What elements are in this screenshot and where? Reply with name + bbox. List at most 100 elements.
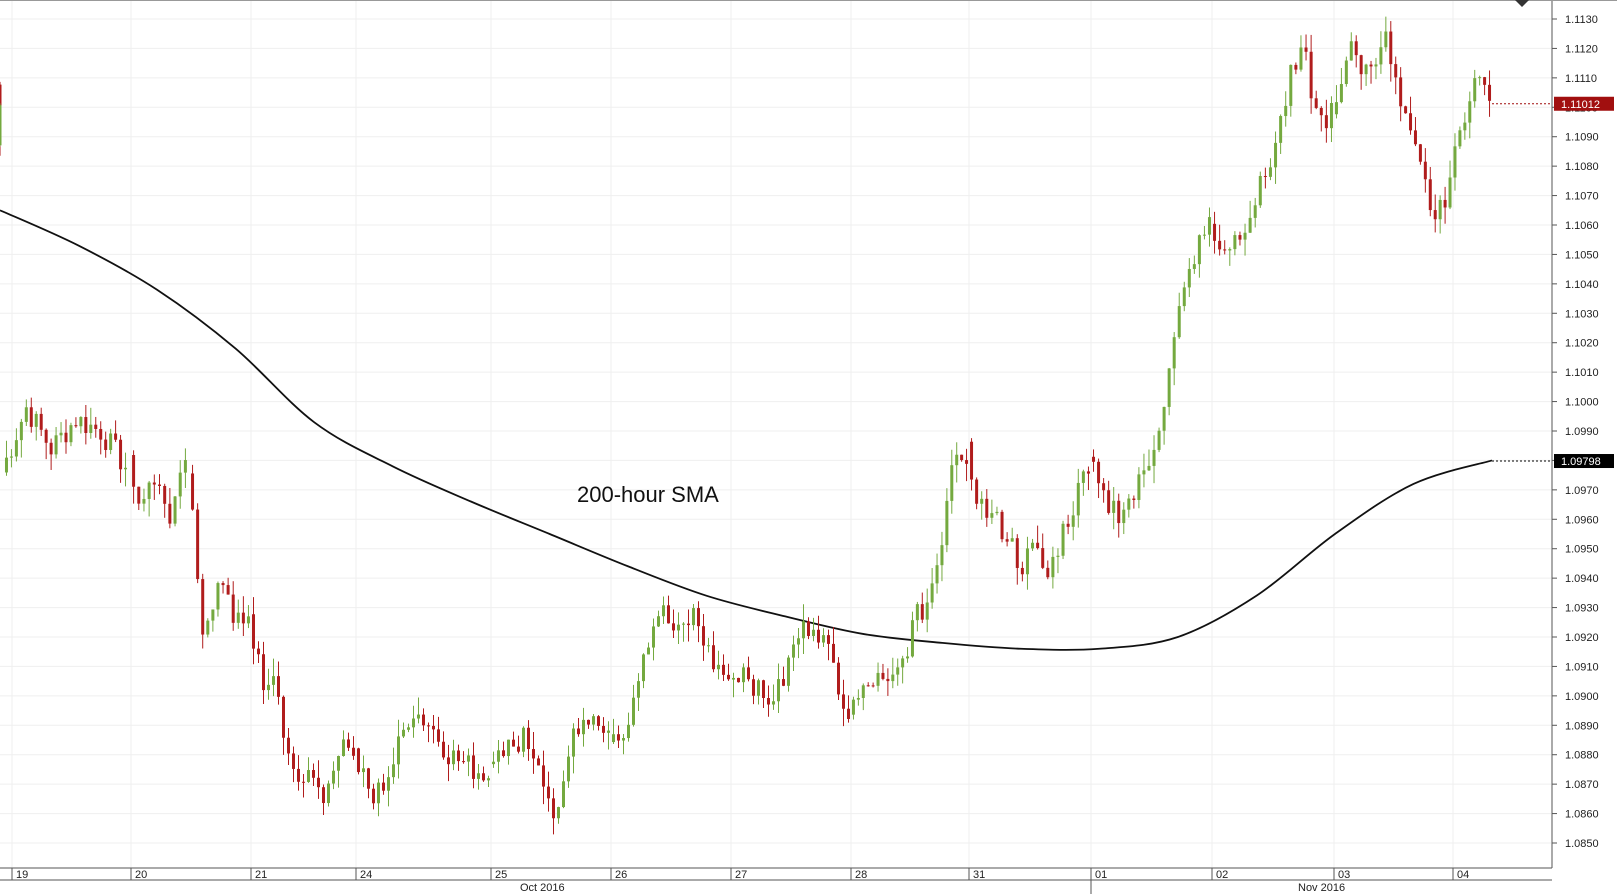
candle-body xyxy=(1453,146,1457,178)
x-tick-label: 27 xyxy=(735,869,747,881)
candle xyxy=(1354,35,1358,68)
candle xyxy=(221,581,225,594)
candle-body xyxy=(1092,456,1096,462)
candle-body xyxy=(592,716,595,725)
candle xyxy=(322,784,325,815)
candle-body xyxy=(317,777,320,788)
candle-body xyxy=(856,697,860,700)
candle xyxy=(985,489,989,527)
candle-body xyxy=(94,424,98,429)
candle-body xyxy=(842,694,845,709)
candle-body xyxy=(557,807,560,819)
candle xyxy=(657,610,660,627)
candle-body xyxy=(1248,217,1252,233)
candle xyxy=(792,635,795,671)
candle xyxy=(622,734,625,755)
candle xyxy=(407,723,410,733)
candle-body xyxy=(1192,264,1196,269)
candle xyxy=(512,731,515,747)
candle xyxy=(1197,234,1201,278)
candle xyxy=(707,637,710,653)
candle-body xyxy=(447,757,450,765)
candle xyxy=(517,735,520,754)
candle xyxy=(1223,240,1227,255)
candle xyxy=(712,631,715,673)
candle xyxy=(1248,200,1252,233)
candle-body xyxy=(886,678,890,682)
candle xyxy=(772,684,775,710)
candle xyxy=(1384,16,1388,52)
candle xyxy=(732,672,735,698)
candle xyxy=(302,773,305,798)
candle-body xyxy=(104,439,108,450)
candle xyxy=(94,416,98,438)
candle xyxy=(1329,96,1333,143)
candle-body xyxy=(687,623,690,626)
candle xyxy=(757,678,760,705)
candle xyxy=(262,641,265,704)
sma-price-tag xyxy=(1554,454,1614,469)
candle-body xyxy=(1389,31,1393,65)
y-tick-label: 1.0870 xyxy=(1565,779,1599,791)
candle xyxy=(89,407,93,439)
candle-body xyxy=(352,747,355,756)
candle-body xyxy=(1399,77,1403,107)
candle-body xyxy=(327,783,330,804)
candle-body xyxy=(762,680,765,699)
candle xyxy=(1015,534,1019,585)
candle-body xyxy=(1253,205,1257,218)
candle xyxy=(1086,466,1090,491)
candle-body xyxy=(221,583,225,586)
candle xyxy=(183,448,187,488)
y-tick-label: 1.1000 xyxy=(1565,397,1599,409)
candle-body xyxy=(1379,47,1383,65)
candle-body xyxy=(312,770,315,778)
candle xyxy=(99,421,103,455)
candle xyxy=(876,662,880,692)
candle xyxy=(1041,533,1045,570)
candle-body xyxy=(881,672,885,679)
y-tick-label: 1.0860 xyxy=(1565,809,1599,821)
candle xyxy=(432,714,435,744)
candle-body xyxy=(1413,130,1417,145)
candle xyxy=(925,588,929,633)
candle xyxy=(886,668,890,696)
candle xyxy=(79,416,83,434)
candle-body xyxy=(4,457,8,473)
candle xyxy=(1379,31,1383,74)
candle xyxy=(1132,495,1136,509)
y-tick-label: 1.1020 xyxy=(1565,338,1599,350)
candle-body xyxy=(891,674,895,682)
candle xyxy=(1051,546,1055,589)
candle-body xyxy=(367,768,370,789)
candle xyxy=(1162,406,1166,445)
candle-body xyxy=(487,778,490,781)
candle xyxy=(402,722,405,738)
candle-body xyxy=(1020,567,1024,575)
candle xyxy=(104,431,108,458)
candle-body xyxy=(1324,115,1328,129)
candle xyxy=(960,454,964,462)
candle-body xyxy=(632,697,635,725)
candle-body xyxy=(29,407,33,427)
candle-body xyxy=(1041,548,1045,568)
candle-body xyxy=(1031,542,1035,549)
candle-body xyxy=(752,679,755,696)
candle-body xyxy=(587,719,590,725)
candle-body xyxy=(34,413,38,427)
candle-body xyxy=(382,782,385,791)
candle xyxy=(267,668,270,700)
chevron-down-icon[interactable] xyxy=(1515,0,1529,7)
annotation-layer: 200-hour SMA xyxy=(577,482,719,507)
candle xyxy=(216,581,220,617)
candle-body xyxy=(392,764,395,778)
candle xyxy=(871,682,875,688)
candle xyxy=(896,658,900,686)
candle xyxy=(562,770,565,809)
candle xyxy=(822,628,825,647)
candle xyxy=(930,567,934,609)
candle xyxy=(1458,126,1462,149)
candle-body xyxy=(1061,523,1065,556)
candle-body xyxy=(995,511,999,514)
candle-body xyxy=(201,579,205,635)
